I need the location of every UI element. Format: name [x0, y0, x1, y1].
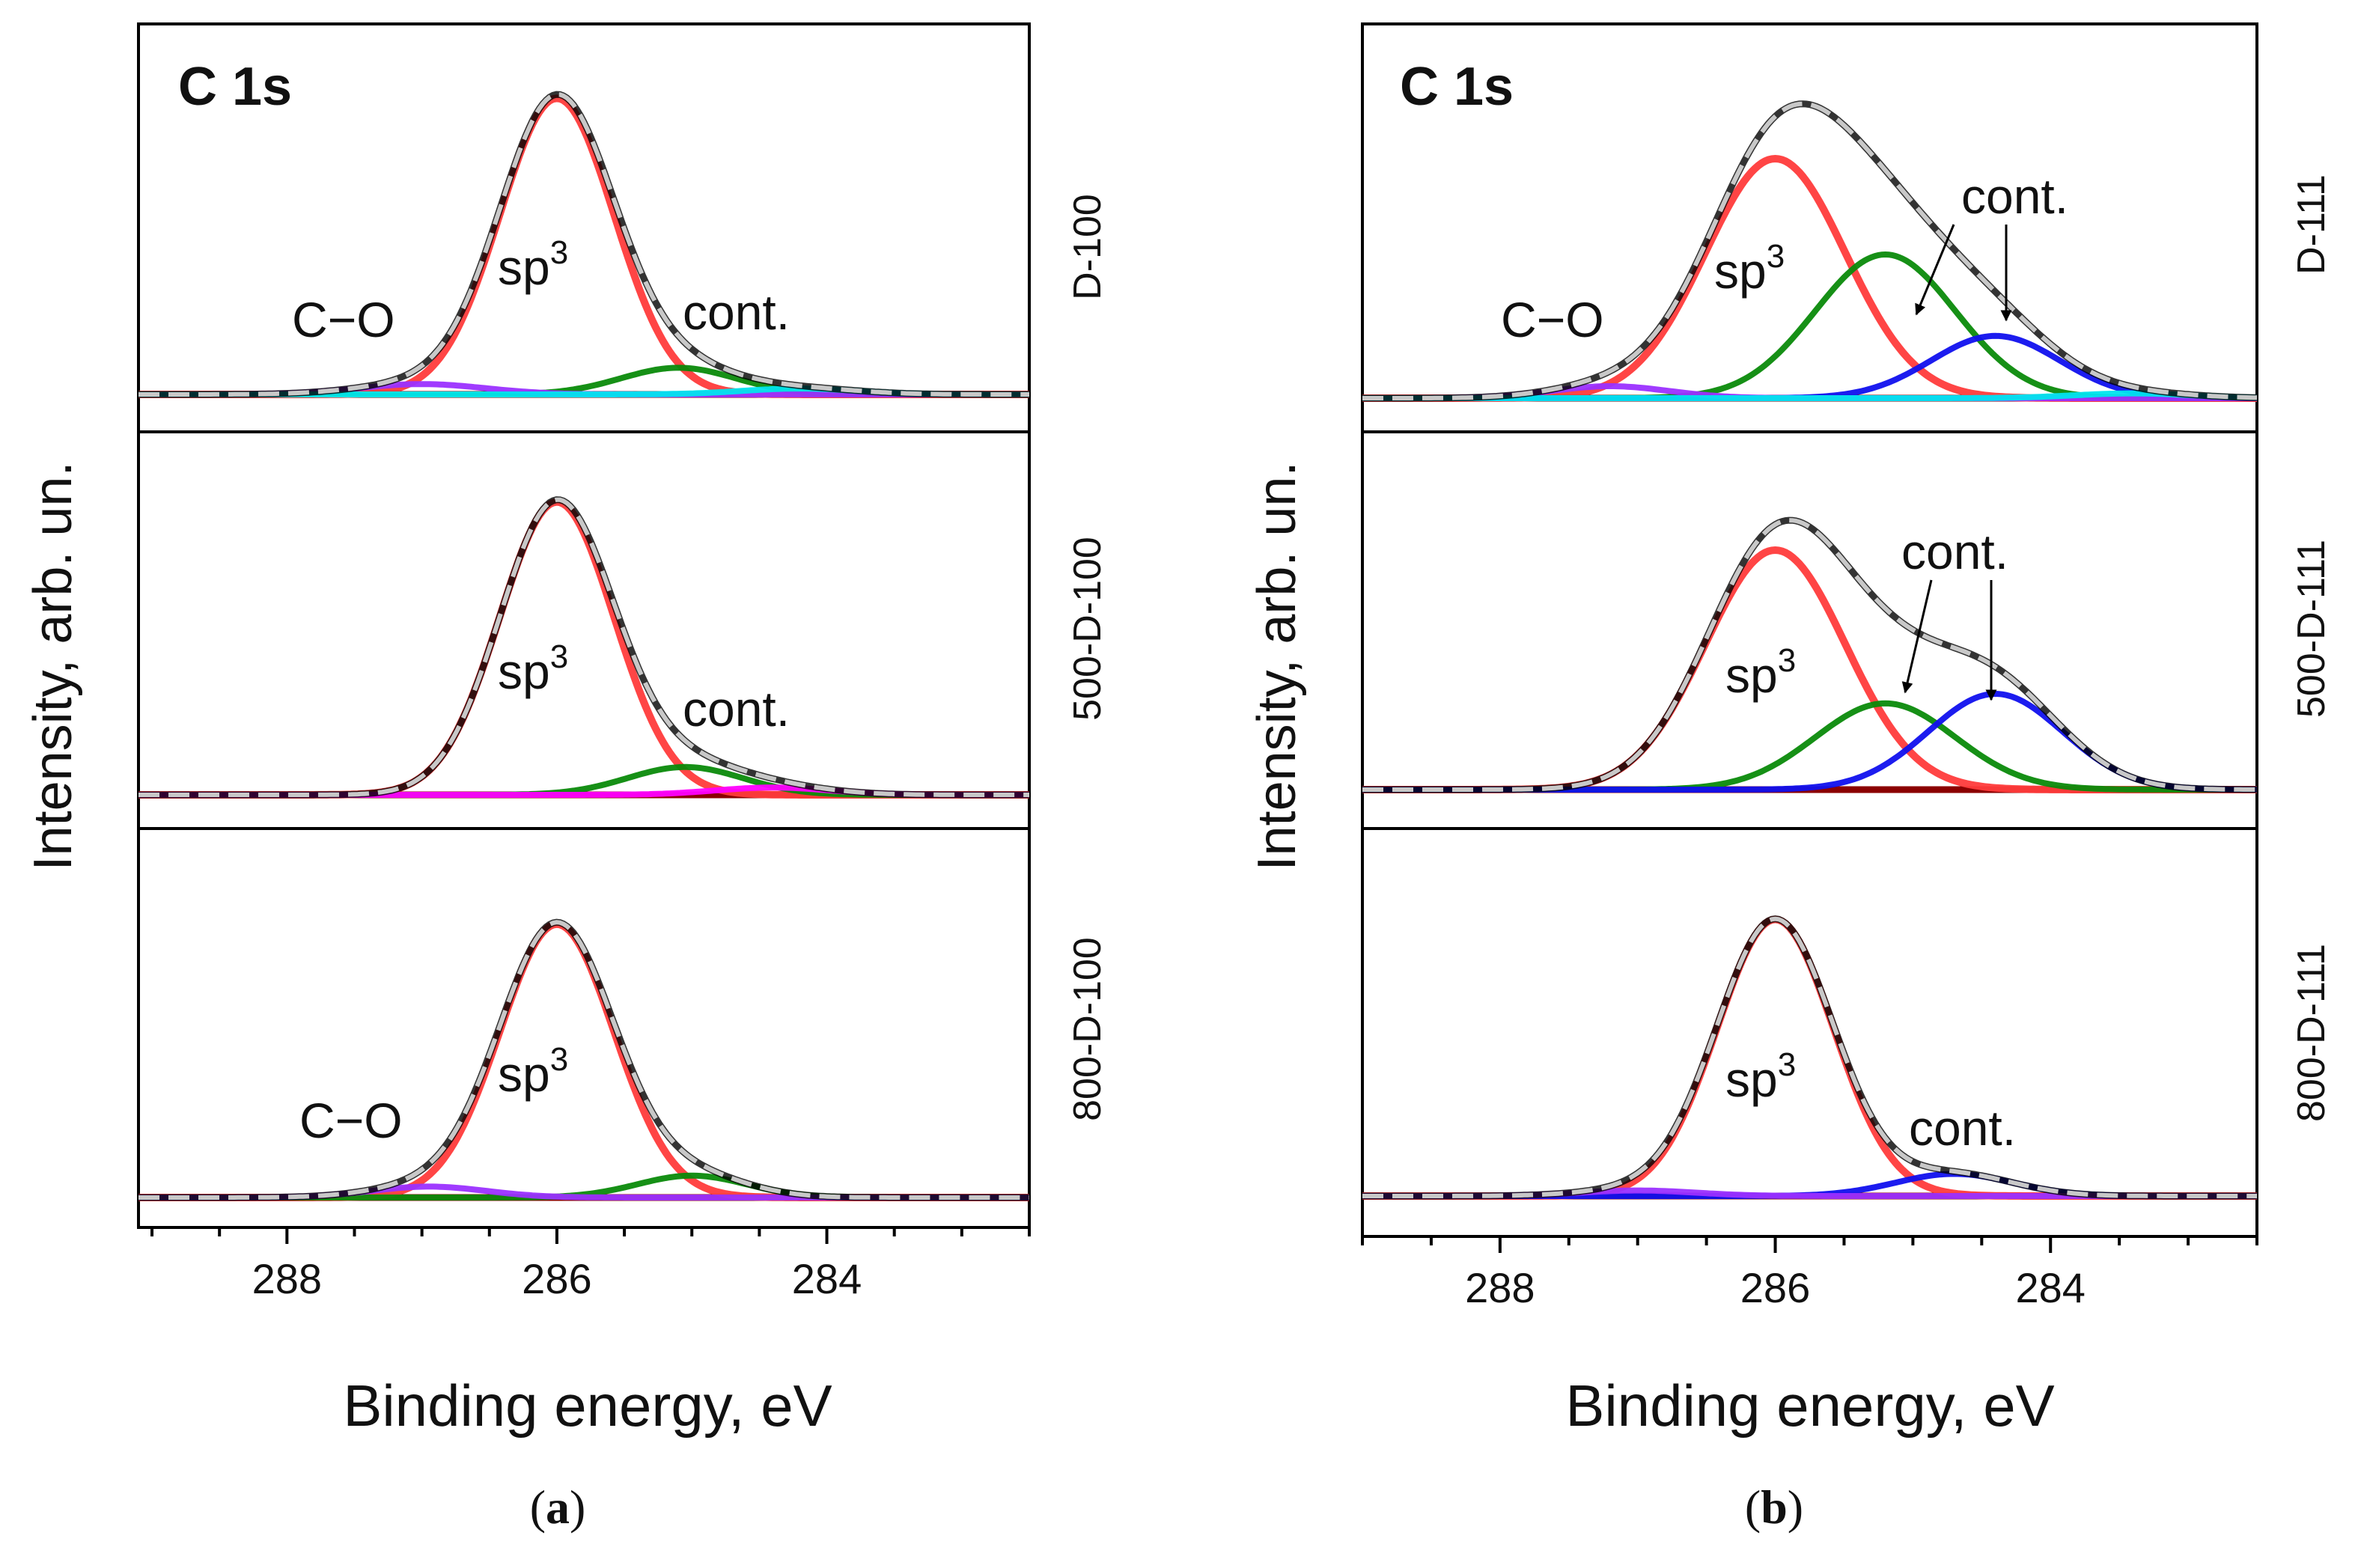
- component-sp3-line: [1362, 546, 2257, 793]
- component-sp3-line: [1362, 154, 2257, 402]
- peak-label-sp3: sp3: [1725, 1046, 1796, 1107]
- panel-a-caption: (a): [530, 1480, 586, 1534]
- subplot-500-d-111-curves: [1362, 516, 2257, 793]
- peak-label-sp3: sp3: [498, 234, 568, 295]
- subplot-frame-500-d-100: [137, 430, 1031, 830]
- subplot-frame-800-d-100: [137, 827, 1031, 1229]
- peak-label-sp3: sp3: [1714, 238, 1785, 299]
- sample-label-500-d-111: 500-D-111: [2290, 540, 2333, 718]
- subplot-d-100-curves: [138, 91, 1029, 398]
- peak-label-cont: cont.: [683, 284, 790, 340]
- peak-label-c-o: C−O: [1501, 292, 1604, 347]
- panel-a: Intensity, arb. un. 288 286 284 Binding …: [23, 22, 1109, 1534]
- sample-label-500-d-100: 500-D-100: [1066, 537, 1109, 721]
- x-tick-label: 284: [792, 1255, 862, 1302]
- peak-label-cont: cont.: [1909, 1100, 2016, 1156]
- x-tick-label: 284: [2015, 1264, 2085, 1311]
- y-axis-label: Intensity, arb. un.: [1247, 462, 1307, 871]
- peak-label-cont: cont.: [683, 681, 790, 736]
- subplot-800-d-111-curves: [1362, 915, 2257, 1200]
- x-tick-labels: 288 286 284: [1465, 1264, 2086, 1311]
- subplot-frame-800-d-111: [1361, 827, 2258, 1238]
- plot-frame: [137, 22, 1031, 1229]
- envelope-line: [138, 918, 1029, 1201]
- subplot-d-111-curves: [1362, 100, 2258, 402]
- sample-label-d-100: D-100: [1066, 194, 1109, 300]
- x-tick-label: 288: [252, 1255, 322, 1302]
- x-axis-label: Binding energy, eV: [343, 1373, 832, 1439]
- envelope-line: [138, 91, 1029, 398]
- y-axis-label: Intensity, arb. un.: [23, 462, 83, 871]
- subplot-800-d-100-curves: [138, 918, 1029, 1201]
- fit-line: [1362, 916, 2257, 1198]
- x-axis-ticks: [150, 1227, 1031, 1244]
- component-sp3-line: [138, 498, 1029, 799]
- x-axis-ticks: [1361, 1236, 2258, 1253]
- subplot-frame-500-d-111: [1361, 430, 2258, 830]
- sample-label-800-d-111: 800-D-111: [2290, 944, 2333, 1122]
- x-tick-label: 288: [1465, 1264, 1535, 1311]
- x-tick-label: 286: [1740, 1264, 1810, 1311]
- component-cont-1-line: [1362, 251, 2257, 401]
- component-cont-2-line: [1362, 332, 2257, 401]
- x-tick-labels: 288 286 284: [252, 1255, 862, 1302]
- chart-title: C 1s: [178, 57, 292, 117]
- component-sp3-line: [138, 94, 1029, 398]
- sample-label-d-111: D-111: [2290, 174, 2333, 275]
- peak-label-sp3: sp3: [498, 638, 568, 699]
- fit-line: [138, 92, 1029, 397]
- subplot-500-d-100-curves: [138, 496, 1029, 799]
- envelope-line: [1362, 100, 2258, 402]
- plot-frame: [1361, 22, 2258, 1238]
- envelope-line: [1362, 516, 2257, 793]
- peak-label-cont: cont.: [1901, 524, 2008, 579]
- peak-label-sp3: sp3: [498, 1041, 568, 1102]
- component-sp3-line: [138, 920, 1029, 1201]
- fit-line: [138, 920, 1029, 1200]
- fit-line: [1362, 101, 2258, 400]
- fit-line: [138, 497, 1029, 797]
- panel-b: Intensity, arb. un. 288 286 284 Binding …: [1247, 22, 2333, 1534]
- sample-label-800-d-100: 800-D-100: [1066, 937, 1109, 1121]
- chart-title: C 1s: [1400, 57, 1514, 117]
- panel-b-caption: (b): [1745, 1480, 1803, 1534]
- x-tick-label: 286: [522, 1255, 591, 1302]
- x-axis-label: Binding energy, eV: [1565, 1373, 2054, 1439]
- peak-label-sp3: sp3: [1725, 642, 1796, 703]
- annotation-arrow: [1901, 579, 1933, 694]
- peak-label-cont: cont.: [1961, 168, 2068, 224]
- annotation-arrow: [1915, 224, 1955, 316]
- fit-line: [1362, 518, 2257, 792]
- envelope-line: [138, 496, 1029, 799]
- peak-label-c-o: C−O: [292, 292, 395, 347]
- component-cont-line: [138, 763, 1029, 798]
- peak-label-c-o: C−O: [299, 1093, 403, 1148]
